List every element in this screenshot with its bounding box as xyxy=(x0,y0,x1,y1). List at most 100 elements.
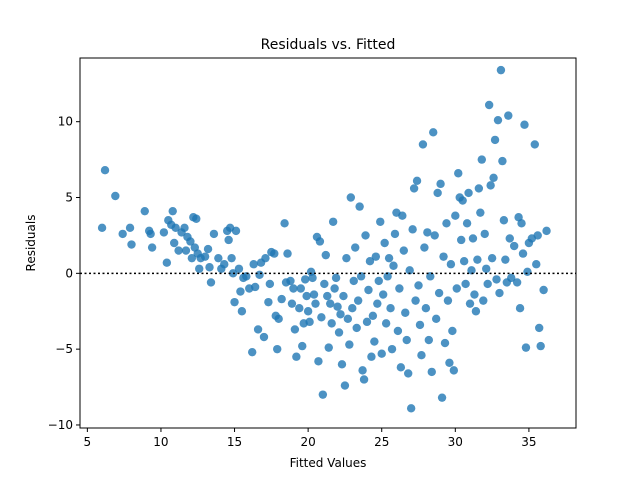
data-point xyxy=(386,304,395,313)
y-tick-label: 5 xyxy=(65,191,73,205)
data-point xyxy=(493,115,503,125)
data-point xyxy=(515,304,525,313)
data-point xyxy=(315,237,325,246)
data-point xyxy=(308,273,317,283)
data-point xyxy=(146,229,155,239)
data-point xyxy=(97,223,107,233)
data-point xyxy=(499,216,509,225)
data-point xyxy=(442,219,451,228)
data-point xyxy=(412,176,422,186)
data-point xyxy=(250,282,260,292)
data-point xyxy=(365,257,375,266)
data-point xyxy=(492,275,501,284)
data-point xyxy=(498,156,507,166)
data-point xyxy=(273,344,282,354)
data-points xyxy=(97,65,551,413)
data-point xyxy=(340,381,350,390)
data-point xyxy=(206,278,216,287)
data-point xyxy=(227,253,236,263)
data-point xyxy=(274,314,283,324)
data-point xyxy=(507,273,516,283)
data-point xyxy=(327,319,336,328)
data-point xyxy=(320,279,329,289)
data-point xyxy=(280,219,289,228)
data-point xyxy=(530,140,539,149)
data-point xyxy=(345,340,354,349)
x-tick-label: 20 xyxy=(300,435,315,449)
data-point xyxy=(296,284,305,293)
data-point xyxy=(393,326,403,336)
data-point xyxy=(484,100,494,110)
data-point xyxy=(230,297,239,307)
data-point xyxy=(464,188,473,198)
data-point xyxy=(318,390,328,399)
data-point xyxy=(337,360,347,369)
data-point xyxy=(203,244,213,254)
data-point xyxy=(487,253,497,263)
data-point xyxy=(333,302,342,311)
data-point xyxy=(395,284,404,293)
data-point xyxy=(384,253,394,263)
data-point xyxy=(300,275,310,284)
data-point xyxy=(186,237,195,246)
data-point xyxy=(336,310,345,319)
data-point xyxy=(368,311,378,320)
data-point xyxy=(383,272,392,281)
data-point xyxy=(462,219,472,228)
plot-frame xyxy=(79,57,577,429)
data-point xyxy=(127,240,136,249)
data-point xyxy=(286,276,295,286)
data-point xyxy=(253,325,263,334)
data-point xyxy=(465,299,475,308)
data-point xyxy=(168,206,177,216)
data-point xyxy=(401,308,410,317)
data-point xyxy=(351,243,360,252)
data-point xyxy=(539,285,548,295)
data-point xyxy=(476,208,485,217)
data-point xyxy=(140,206,149,216)
data-point xyxy=(309,290,319,299)
data-point xyxy=(214,253,223,263)
data-point xyxy=(361,231,370,240)
data-point xyxy=(377,349,386,358)
data-point xyxy=(378,290,388,299)
x-tick-label: 30 xyxy=(448,435,463,449)
data-point xyxy=(292,352,301,361)
data-point xyxy=(205,263,214,272)
data-point xyxy=(517,219,526,228)
y-axis-label: Residuals xyxy=(24,215,38,272)
data-point xyxy=(303,307,313,316)
data-point xyxy=(512,278,522,287)
data-point xyxy=(187,253,197,263)
data-point xyxy=(501,255,510,264)
data-point xyxy=(399,246,408,255)
data-point xyxy=(486,181,495,190)
data-point xyxy=(390,229,400,239)
data-point xyxy=(290,325,300,334)
data-point xyxy=(411,296,420,305)
data-point xyxy=(468,234,478,243)
data-point xyxy=(389,261,398,270)
data-point xyxy=(331,273,341,283)
data-point xyxy=(535,323,544,333)
data-point xyxy=(408,225,417,234)
data-point xyxy=(449,366,459,375)
data-point xyxy=(373,299,382,308)
data-point xyxy=(287,299,297,308)
data-point xyxy=(255,270,264,280)
x-axis-ticks: 5 10 15 20 25 30 35 xyxy=(84,428,537,449)
y-tick-label: 0 xyxy=(65,266,73,280)
data-point xyxy=(259,332,269,342)
data-point xyxy=(518,249,528,258)
data-point xyxy=(509,241,519,251)
data-point xyxy=(457,235,466,245)
data-point xyxy=(495,288,504,298)
data-point xyxy=(473,255,482,264)
data-point xyxy=(224,235,233,245)
data-point xyxy=(445,358,454,367)
data-point xyxy=(424,335,434,345)
data-point xyxy=(396,363,406,372)
data-point xyxy=(265,279,275,289)
x-tick-label: 25 xyxy=(374,435,389,449)
data-point xyxy=(231,226,241,236)
